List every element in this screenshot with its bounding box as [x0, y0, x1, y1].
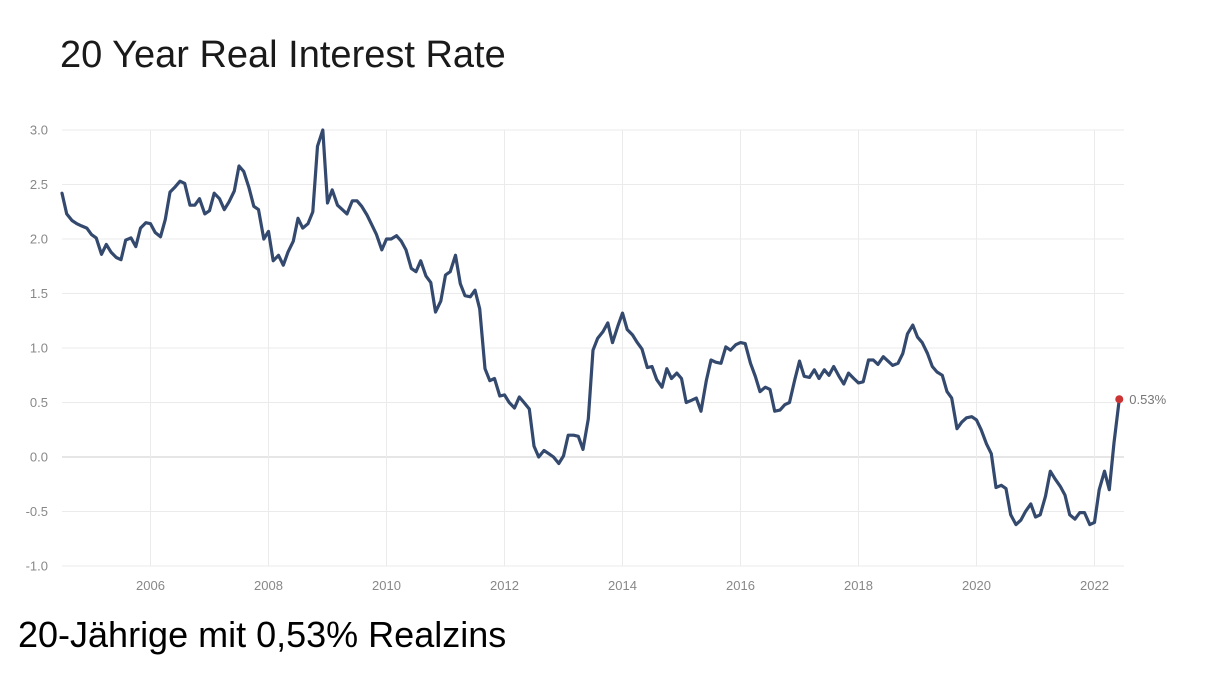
- grid-lines: [62, 129, 1124, 567]
- series-line: [60, 128, 1121, 527]
- y-axis-ticks: 3.0 2.5 2.0 1.5 1.0 0.5 0.0 -0.5 -1.0: [26, 123, 48, 574]
- end-point-marker: [1115, 395, 1124, 404]
- line-chart: 3.02.52.01.51.00.50.0-0.5-1.0 2006 2008 20…: [26, 123, 1167, 594]
- y-tick-label: 0.0: [30, 450, 48, 465]
- caption: 20-Jährige mit 0,53% Realzins: [18, 614, 507, 655]
- x-tick-label: 2010: [372, 578, 401, 593]
- y-tick-label: 2.5: [30, 177, 48, 192]
- end-value-label: 0.53%: [1129, 392, 1166, 407]
- y-tick-label: 3.0: [30, 123, 48, 138]
- x-tick-label: 2020: [962, 578, 991, 593]
- y-tick-label: 1.0: [30, 341, 48, 356]
- x-tick-label: 2014: [608, 578, 637, 593]
- y-tick-label: 2.0: [30, 232, 48, 247]
- series-layer: 0.53%: [60, 128, 1167, 527]
- y-tick-label: -1.0: [26, 559, 48, 574]
- x-tick-label: 2016: [726, 578, 755, 593]
- y-tick-label: -0.5: [26, 504, 48, 519]
- x-tick-label: 2008: [254, 578, 283, 593]
- x-tick-label: 2012: [490, 578, 519, 593]
- x-axis-ticks: 2006 2008 2010 2012 2014 2016 2018 2020 2022: [136, 578, 1109, 593]
- x-tick-label: 2022: [1080, 578, 1109, 593]
- chart-title: 20 Year Real Interest Rate: [60, 34, 506, 76]
- x-tick-label: 2006: [136, 578, 165, 593]
- x-tick-label: 2018: [844, 578, 873, 593]
- y-tick-label: 1.5: [30, 286, 48, 301]
- y-tick-label: 0.5: [30, 395, 48, 410]
